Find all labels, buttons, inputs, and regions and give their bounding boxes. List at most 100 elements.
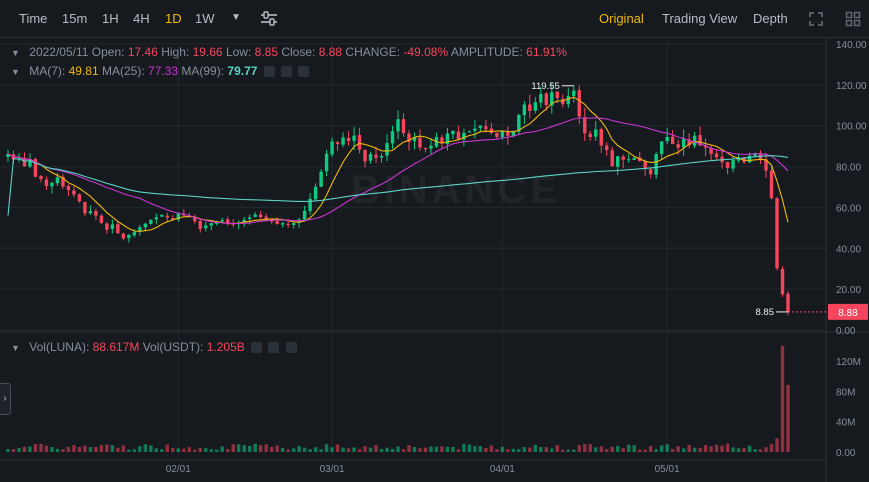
volume-bar: [703, 445, 708, 452]
close-label: Close:: [281, 45, 316, 59]
candle-body: [324, 153, 329, 172]
chart-grid: [0, 38, 869, 482]
volume-bar: [555, 445, 559, 452]
candle-body: [550, 92, 554, 106]
candle-body: [374, 154, 378, 158]
low-value: 8.85: [254, 45, 278, 59]
volume-bar: [171, 448, 175, 452]
ma-visibility-icon[interactable]: [263, 66, 275, 77]
volume-bar: [709, 446, 713, 452]
volume-bar: [319, 449, 323, 452]
amplitude-label: AMPLITUDE:: [450, 45, 523, 59]
ma-close-icon[interactable]: [298, 66, 310, 77]
volume-settings-icon[interactable]: [268, 342, 280, 353]
view-trading-view-tab[interactable]: Trading View: [662, 11, 738, 26]
legend-date: 2022/05/11: [29, 45, 89, 59]
moving-average-lines: [7, 96, 789, 233]
open-value: 17.46: [127, 45, 158, 59]
candle-body: [643, 161, 647, 169]
date-tick-label: 02/01: [166, 464, 191, 475]
ma25-value: 77.33: [148, 64, 179, 78]
volume-bar: [143, 444, 148, 452]
candle-body: [83, 201, 87, 214]
layout-grid-icon[interactable]: [845, 11, 861, 31]
volume-bar: [648, 446, 653, 452]
candle-body: [176, 213, 180, 220]
volume-bar: [610, 446, 614, 452]
candle-body: [610, 150, 614, 167]
volume-bar: [374, 444, 378, 452]
candle-body: [33, 159, 38, 177]
watermark-text: BINANCE: [351, 168, 561, 212]
volume-bar: [99, 445, 104, 452]
ma7-line: [7, 96, 789, 233]
volume-bar: [204, 448, 208, 452]
volume-bar: [121, 445, 126, 452]
volume-bar: [220, 446, 224, 452]
interval-1h[interactable]: 1H: [102, 11, 119, 26]
price-tick-label: 100.00: [836, 122, 867, 133]
interval-4h[interactable]: 4H: [133, 11, 150, 26]
interval-1w[interactable]: 1W: [195, 11, 215, 26]
ma-settings-icon[interactable]: [281, 66, 293, 77]
volume-bar: [572, 449, 576, 452]
volume-bar: [681, 448, 686, 452]
candle-body: [412, 136, 417, 142]
candle-body: [566, 96, 570, 105]
volume-bar: [742, 448, 746, 452]
volume-close-icon[interactable]: [285, 342, 297, 353]
volume-bar: [780, 345, 785, 452]
candle-body: [544, 93, 549, 106]
volume-bar: [401, 449, 406, 452]
fullscreen-icon[interactable]: [808, 11, 824, 31]
volume-bar: [758, 449, 763, 452]
vol-luna-value: 88.617M: [92, 340, 140, 354]
candle-body: [599, 128, 603, 146]
volume-bar: [522, 446, 527, 452]
collapse-ma-icon[interactable]: ▼: [11, 67, 20, 77]
candle-body: [242, 219, 246, 223]
candle-body: [143, 223, 148, 228]
candle-body: [423, 147, 428, 150]
candle-body: [379, 155, 384, 158]
volume-bar: [517, 449, 521, 452]
expand-panel-handle[interactable]: ›: [0, 383, 11, 415]
volume-bar: [357, 449, 362, 452]
candle-body: [302, 210, 307, 220]
volume-visibility-icon[interactable]: [251, 342, 263, 353]
view-depth-tab[interactable]: Depth: [753, 11, 788, 26]
volume-bar: [72, 445, 76, 452]
interval-1d[interactable]: 1D: [165, 11, 182, 26]
more-intervals-chevron-icon[interactable]: ▼: [231, 12, 241, 23]
candle-body: [703, 146, 708, 148]
volume-bar: [324, 444, 329, 452]
volume-bar: [275, 445, 279, 452]
volume-bar: [110, 445, 115, 452]
volume-bar: [418, 448, 422, 452]
collapse-legend-icon[interactable]: ▼: [11, 48, 20, 58]
ma99-label: MA(99):: [181, 64, 225, 78]
volume-bar: [385, 447, 389, 452]
interval-15m[interactable]: 15m: [62, 11, 88, 26]
open-label: Open:: [91, 45, 125, 59]
view-original-tab[interactable]: Original: [599, 11, 644, 26]
candle-body: [55, 177, 60, 184]
volume-bar: [533, 444, 538, 452]
candle-body: [258, 214, 263, 218]
volume-bar: [434, 446, 439, 452]
candle-body: [220, 220, 224, 222]
time-button[interactable]: Time: [19, 11, 48, 26]
candle-body: [627, 159, 631, 161]
volume-bar: [769, 444, 774, 452]
collapse-volume-icon[interactable]: ▼: [11, 343, 20, 353]
volume-bar: [165, 444, 169, 452]
indicator-settings-icon[interactable]: [260, 11, 278, 31]
volume-bar: [544, 447, 549, 452]
candle-body: [687, 139, 691, 146]
volume-bar: [616, 445, 620, 452]
volume-bar: [412, 447, 417, 452]
candle-body: [368, 154, 373, 161]
high-value: 19.66: [192, 45, 223, 59]
volume-bar: [132, 449, 137, 452]
